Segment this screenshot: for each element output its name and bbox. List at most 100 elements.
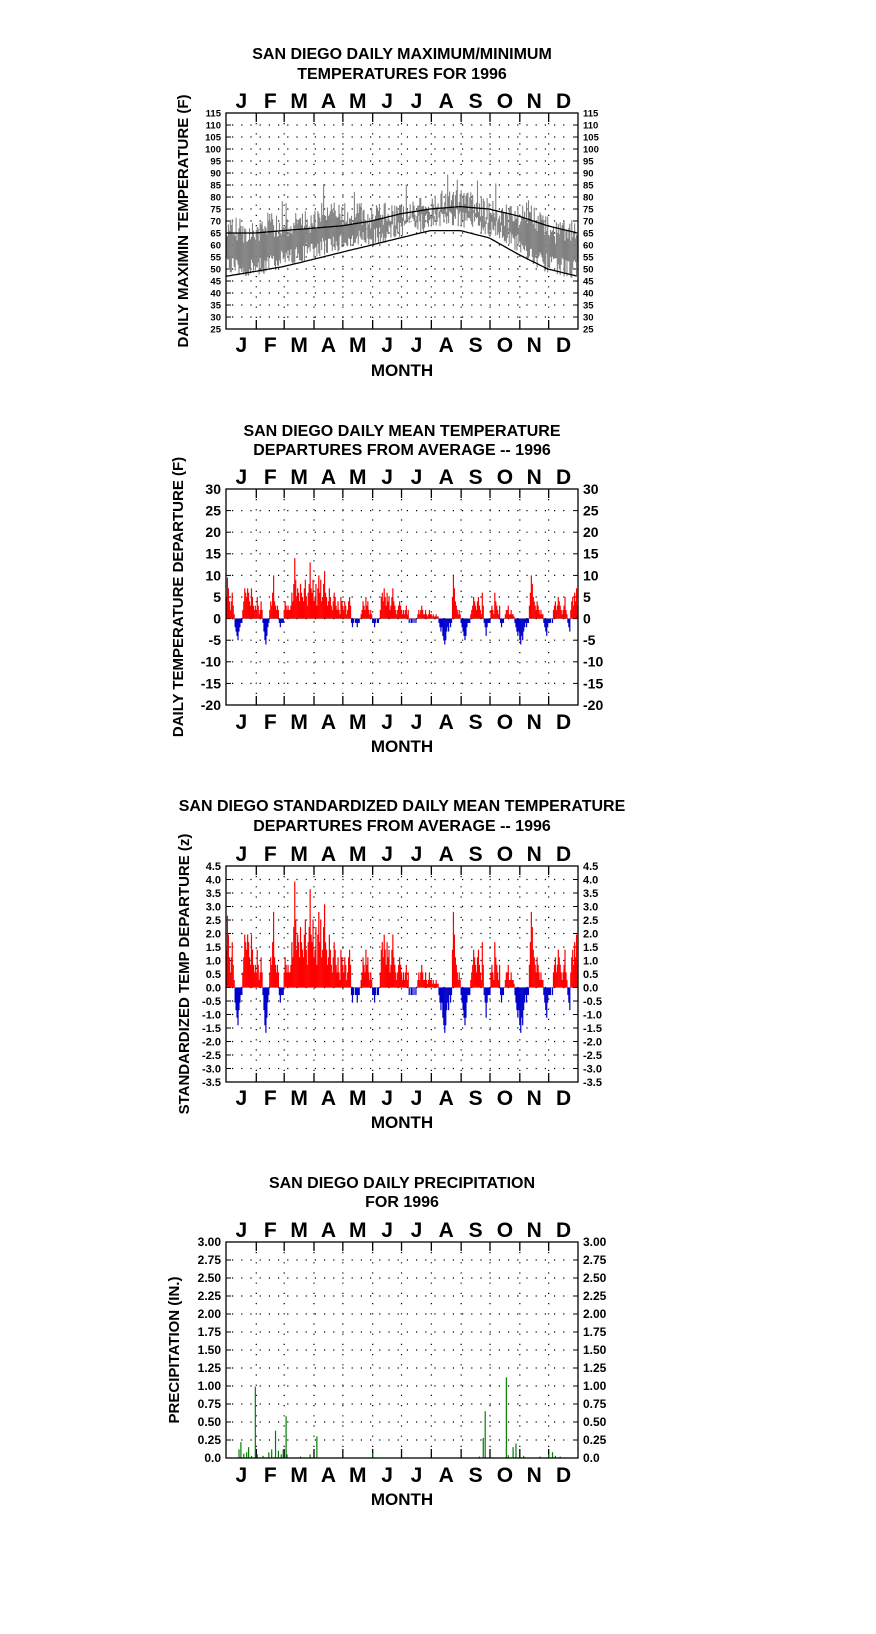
positive-departure-bar [330,964,332,988]
positive-departure-bar [457,979,459,988]
positive-departure-bar [528,605,531,619]
positive-departure-bar [539,614,541,619]
positive-departure-bar [498,979,500,988]
positive-departure-bar [426,616,429,619]
negative-departure-bar [236,618,238,636]
positive-departure-bar [478,605,481,619]
positive-departure-bar [316,605,318,619]
y-tick-label-left: 0.75 [198,1397,222,1411]
negative-departure-bar [547,987,549,1003]
y-tick-label-right: 0.0 [583,982,598,994]
positive-departure-bar [509,979,511,988]
y-tick-label-right: 20 [583,524,599,540]
positive-departure-bar [570,609,572,619]
negative-departure-bar [462,618,464,632]
negative-departure-bar [444,618,446,645]
positive-departure-bar [251,597,254,619]
negative-departure-bar [262,618,264,623]
y-tick-label-left: 1.50 [198,1343,222,1357]
positive-departure-bar [272,592,274,619]
month-label-bottom: J [236,334,248,357]
month-label-bottom: M [349,711,367,734]
month-label-bottom: J [411,711,423,734]
positive-departure-bar [490,609,492,619]
month-label-bottom: J [381,1087,393,1110]
positive-departure-bar [481,942,483,988]
negative-departure-bar [280,987,282,996]
y-tick-label-right: 5 [583,589,591,605]
positive-departure-bar [571,601,573,619]
positive-departure-bar [458,609,460,619]
y-tick-label-right: 3.00 [583,1235,607,1249]
positive-departure-bar [552,972,555,988]
negative-departure-bar [415,618,417,623]
positive-departure-bar [317,934,319,988]
chart-title-line: SAN DIEGO DAILY MAXIMUM/MINIMUM [252,46,552,63]
negative-departure-bar [487,987,489,996]
positive-departure-bar [453,588,456,619]
negative-departure-bar [464,618,466,641]
negative-departure-bar [445,987,447,1026]
positive-departure-bar [531,927,533,988]
positive-departure-bar [416,987,418,988]
month-label-bottom: N [527,1087,542,1110]
positive-departure-bar [494,592,496,619]
month-label-top: F [264,466,277,489]
negative-departure-bar [545,618,547,632]
negative-departure-bar [569,987,571,1011]
positive-departure-bar [291,592,293,619]
positive-departure-bar [386,942,388,988]
negative-departure-bar [280,618,282,623]
negative-departure-bar [483,618,485,623]
positive-departure-bar [429,614,431,619]
positive-departure-bar [403,614,406,619]
positive-departure-bar [379,609,381,619]
y-tick-label-right: -1.5 [583,1023,602,1035]
positive-departure-bar [229,609,231,619]
y-tick-label-right: 115 [583,108,599,119]
y-tick-label-right: 95 [583,156,594,167]
positive-departure-bar [315,584,317,619]
negative-departure-bar [413,618,415,623]
positive-departure-bar [336,609,338,619]
y-tick-label-left: -0.5 [202,996,221,1008]
y-tick-label-left: 75 [210,204,221,215]
positive-departure-bar [231,592,233,619]
y-tick-label-right: -5 [583,632,596,648]
positive-departure-bar [333,942,335,988]
y-tick-label-right: 2.75 [583,1253,607,1267]
negative-departure-bar [376,618,379,623]
plot-frame [225,112,579,330]
month-label-top: N [527,90,542,113]
negative-departure-bar [237,987,239,1026]
positive-departure-bar [296,597,298,619]
positive-departure-bar [401,614,404,619]
month-label-bottom: D [556,1464,571,1487]
y-tick-label-left: 2.0 [206,928,221,940]
positive-departure-bar [325,949,328,988]
y-tick-label-left: 30 [210,312,221,323]
negative-departure-bar [469,618,471,623]
chart-title-line: DEPARTURES FROM AVERAGE -- 1996 [253,818,551,835]
negative-departure-bar [500,987,503,1003]
negative-departure-bar [469,987,471,996]
negative-departure-bar [358,987,360,996]
positive-departure-bar [304,579,306,619]
positive-departure-bar [319,942,321,988]
positive-departure-bar [553,605,556,619]
positive-departure-bar [418,972,420,988]
positive-departure-bar [388,949,390,988]
positive-departure-bar [318,575,320,619]
positive-departure-bar [315,927,317,988]
positive-departure-bar [418,609,420,619]
positive-departure-bar [252,605,255,619]
month-label-top: M [290,843,308,866]
positive-departure-bar [423,614,425,619]
y-tick-label-right: 15 [583,546,599,562]
positive-departure-bar [301,949,304,988]
positive-departure-bar [380,597,382,619]
y-tick-label-right: -0.5 [583,996,602,1008]
positive-departure-bar [335,605,337,619]
positive-departure-bar [474,605,477,619]
positive-departure-bar [470,979,472,988]
